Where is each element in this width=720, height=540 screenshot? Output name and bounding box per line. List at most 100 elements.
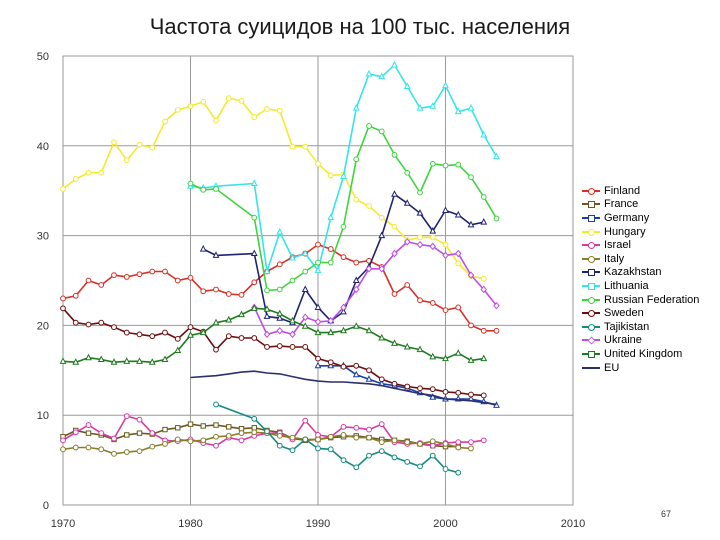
- point-israel: [136, 416, 143, 423]
- point-israel: [98, 430, 105, 437]
- point-finland: [404, 282, 411, 288]
- legend-label: Lithuania: [604, 279, 649, 292]
- point-tajikistan: [404, 458, 411, 465]
- point-united-kingdom: [352, 322, 360, 329]
- point-tajikistan: [264, 428, 270, 435]
- point-italy: [98, 446, 105, 453]
- point-united-kingdom: [212, 318, 220, 326]
- point-finland: [429, 300, 436, 306]
- point-hungary: [111, 139, 117, 146]
- point-italy: [225, 432, 232, 439]
- point-hungary: [378, 214, 385, 221]
- point-italy: [200, 437, 207, 444]
- point-united-kingdom: [161, 355, 169, 363]
- point-hungary: [238, 98, 245, 104]
- point-sweden: [85, 321, 92, 328]
- point-sweden: [251, 335, 258, 341]
- point-united-kingdom: [187, 331, 194, 338]
- point-italy: [315, 436, 321, 443]
- y-tick-label: 10: [37, 410, 49, 422]
- point-sweden: [302, 344, 309, 350]
- point-tajikistan: [302, 436, 309, 443]
- x-tick-label: 2010: [561, 518, 585, 530]
- point-sweden: [404, 383, 411, 390]
- point-italy: [162, 441, 168, 447]
- point-ukraine: [493, 301, 500, 310]
- point-france: [251, 425, 257, 431]
- series-line-eu: [190, 370, 497, 406]
- point-ukraine: [403, 238, 411, 246]
- x-tick-label: 2000: [433, 518, 457, 530]
- point-germany: [352, 370, 360, 378]
- point-france: [175, 425, 181, 431]
- point-finland: [493, 327, 500, 334]
- y-tick-label: 30: [37, 231, 49, 243]
- point-ukraine: [327, 317, 335, 325]
- point-tajikistan: [417, 463, 423, 470]
- point-kazakhstan: [263, 312, 271, 319]
- point-italy: [353, 434, 360, 441]
- point-ukraine: [289, 330, 296, 339]
- legend-label: EU: [604, 361, 620, 374]
- legend-item-sweden: Sweden: [582, 306, 699, 320]
- point-ukraine: [480, 285, 488, 294]
- point-hungary: [225, 95, 232, 102]
- point-russian-federation: [302, 268, 309, 275]
- point-hungary: [162, 118, 168, 125]
- legend-label: Italy: [604, 252, 625, 265]
- y-tick-label: 50: [37, 51, 49, 63]
- point-ukraine: [301, 313, 309, 322]
- point-sweden: [340, 363, 347, 370]
- point-finland: [149, 268, 156, 275]
- point-hungary: [72, 176, 79, 182]
- point-sweden: [98, 319, 105, 326]
- point-italy: [174, 436, 181, 443]
- point-israel: [302, 417, 309, 424]
- point-lithuania: [263, 267, 271, 275]
- point-finland: [251, 279, 258, 286]
- point-italy: [289, 434, 296, 441]
- point-hungary: [417, 234, 423, 241]
- point-united-kingdom: [429, 352, 437, 360]
- point-sweden: [111, 324, 117, 331]
- point-russian-federation: [391, 151, 398, 158]
- point-united-kingdom: [314, 328, 322, 336]
- point-hungary: [85, 169, 92, 176]
- point-italy: [60, 446, 66, 453]
- point-finland: [136, 271, 143, 278]
- legend-item-united-kingdom: United Kingdom: [582, 347, 699, 361]
- point-israel: [340, 423, 347, 430]
- point-sweden: [315, 355, 321, 362]
- point-lithuania: [442, 81, 449, 89]
- point-united-kingdom: [289, 316, 296, 324]
- point-germany: [314, 361, 322, 369]
- point-united-kingdom: [480, 354, 488, 362]
- point-united-kingdom: [263, 305, 271, 312]
- point-hungary: [442, 241, 449, 248]
- point-finland: [111, 272, 117, 279]
- point-finland: [85, 277, 92, 284]
- point-sweden: [264, 344, 270, 350]
- point-germany: [365, 375, 373, 382]
- point-sweden: [442, 388, 449, 395]
- point-italy: [404, 439, 411, 446]
- point-sweden: [417, 385, 423, 392]
- point-sweden: [213, 346, 219, 353]
- point-lithuania: [391, 60, 398, 68]
- point-italy: [340, 432, 347, 438]
- point-italy: [391, 437, 398, 444]
- point-russian-federation: [289, 277, 296, 284]
- point-lithuania: [301, 249, 309, 257]
- point-united-kingdom: [327, 328, 335, 336]
- point-finland: [162, 268, 168, 275]
- point-italy: [455, 444, 462, 451]
- point-hungary: [289, 143, 296, 150]
- point-hungary: [429, 234, 436, 241]
- point-france: [226, 424, 232, 430]
- y-tick-label: 40: [37, 141, 49, 153]
- point-tajikistan: [327, 446, 334, 453]
- point-israel: [378, 421, 385, 428]
- point-lithuania: [340, 172, 347, 179]
- point-united-kingdom: [365, 326, 373, 334]
- point-israel: [468, 439, 474, 446]
